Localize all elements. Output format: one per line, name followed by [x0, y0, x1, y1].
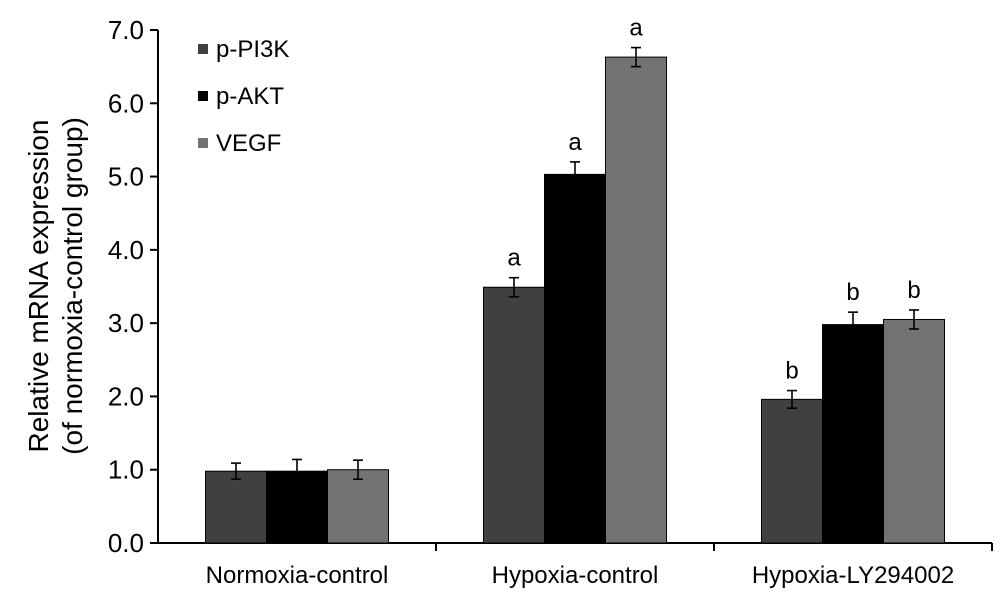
bar [761, 398, 823, 544]
significance-label: b [785, 358, 798, 385]
y-tick-label: 0.0 [108, 528, 144, 558]
y-axis-label-line2: (of normoxia-control group) [57, 117, 88, 455]
y-tick-label: 6.0 [108, 88, 144, 118]
bar [544, 173, 606, 544]
legend-label: VEGF [216, 130, 281, 157]
significance-label: b [846, 279, 859, 306]
x-tick-label: Hypoxia-control [492, 562, 659, 589]
legend-label: p-AKT [216, 83, 284, 110]
y-tick-label: 5.0 [108, 162, 144, 192]
y-tick-label: 1.0 [108, 455, 144, 485]
significance-label: a [568, 129, 582, 156]
bar [205, 470, 267, 544]
x-tick-label: Hypoxia-LY294002 [752, 562, 954, 589]
legend: p-PI3K p-AKT VEGF [198, 36, 289, 157]
bar [327, 469, 389, 544]
legend-label: p-PI3K [216, 36, 289, 63]
y-axis-label-line1: Relative mRNA expression [23, 119, 54, 452]
y-tick-label: 2.0 [108, 381, 144, 411]
significance-label: b [907, 277, 920, 304]
significance-label: a [629, 15, 643, 42]
bar [883, 318, 945, 544]
y-tick-label: 4.0 [108, 235, 144, 265]
legend-swatch [198, 91, 208, 101]
x-tick-label: Normoxia-control [206, 562, 389, 589]
legend-swatch [198, 44, 208, 54]
bar-series: a a a b b b [205, 15, 945, 544]
bar [483, 286, 545, 544]
y-tick-label: 3.0 [108, 308, 144, 338]
bar [822, 324, 884, 544]
y-tick-label: 7.0 [108, 15, 144, 45]
legend-swatch [198, 138, 208, 148]
axes: 0.0 1.0 2.0 3.0 4.0 5.0 6.0 7.0 Normoxia-control… [108, 15, 993, 589]
significance-label: a [507, 245, 521, 272]
bar [605, 56, 667, 544]
